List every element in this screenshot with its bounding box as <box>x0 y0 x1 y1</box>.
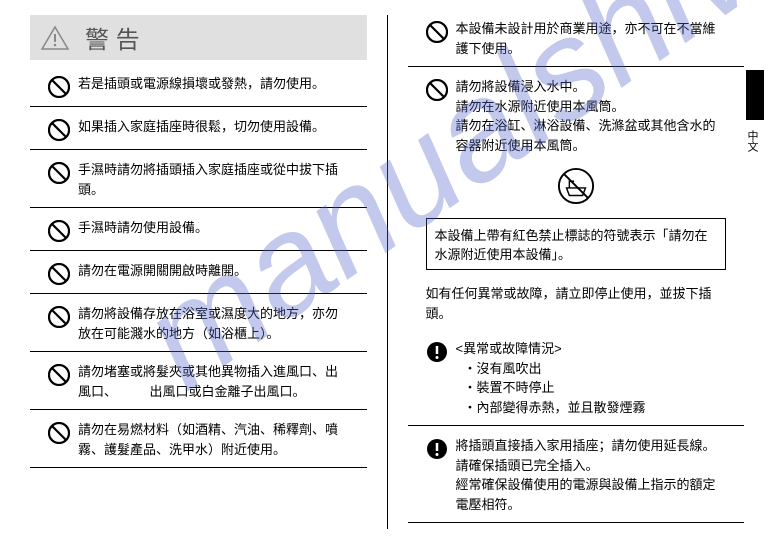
item-text: <異常或故障情況> 沒有風吹出裝置不時停止內部變得赤熱，並且散發煙霧 <box>456 339 727 417</box>
prohibit-icon <box>48 119 70 141</box>
warning-item: 將插頭直接插入家用插座；請勿使用延長線。請確保插頭已完全插入。經常確保設備使用的… <box>408 432 745 523</box>
instruction-line: 請確保插頭已完全插入。 <box>456 456 727 476</box>
warning-item: 如果插入家庭插座時很鬆，切勿使用設備。 <box>30 113 367 150</box>
instruction-line: 經常確保設備使用的電源與設備上指示的額定電壓相符。 <box>456 475 727 514</box>
item-text: 將插頭直接插入家用插座；請勿使用延長線。請確保插頭已完全插入。經常確保設備使用的… <box>456 436 727 514</box>
warning-title: 警 告 <box>85 20 140 55</box>
boxed-notice: 本設備上帶有紅色禁止標誌的符號表示「請勿在水源附近使用本設備」。 <box>426 218 727 270</box>
warning-item: 請勿將設備存放在浴室或濕度大的地方，亦勿放在可能濺水的地方（如浴櫃上）。 <box>30 300 367 352</box>
prohibit-icon <box>48 76 70 98</box>
item-text: 請勿在易燃材料（如酒精、汽油、稀釋劑、噴霧、護髮產品、洗甲水）附近使用。 <box>78 420 349 459</box>
item-text: 請勿將設備浸入水中。請勿在水源附近使用本風筒。請勿在浴缸、淋浴設備、洗滌盆或其他… <box>456 77 727 155</box>
warning-item: 本設備未設計用於商業用途，亦不可在不當維護下使用。 <box>408 15 745 67</box>
no-bath-icon <box>557 167 595 205</box>
item-text: 如果插入家庭插座時很鬆，切勿使用設備。 <box>78 117 349 137</box>
item-text: 請勿堵塞或將髮夾或其他異物插入進風口、出風口、 出風口或白金離子出風口。 <box>78 362 349 401</box>
sublist-item: 內部變得赤熱，並且散發煙霧 <box>464 398 727 418</box>
item-text: 請勿在電源開關開啟時離開。 <box>78 261 349 281</box>
instruction-text: 如有任何異常或故障，請立即停止使用，並拔下插頭。 <box>408 280 745 327</box>
page-content: 警 告 若是插頭或電源線損壞或發熱，請勿使用。如果插入家庭插座時很鬆，切勿使用設… <box>0 0 774 544</box>
warning-triangle-icon <box>40 25 70 51</box>
left-column: 警 告 若是插頭或電源線損壞或發熱，請勿使用。如果插入家庭插座時很鬆，切勿使用設… <box>30 15 367 529</box>
abnormal-heading: <異常或故障情況> <box>456 339 727 359</box>
prohibit-icon <box>426 21 448 43</box>
item-text: 手濕時請勿將插頭插入家庭插座或從中拔下插頭。 <box>78 160 349 199</box>
side-language-label: 中文 <box>744 130 760 152</box>
warning-item: 若是插頭或電源線損壞或發熱，請勿使用。 <box>30 70 367 107</box>
warning-item: 請勿在電源開關開啟時離開。 <box>30 257 367 294</box>
item-text: 手濕時請勿使用設備。 <box>78 218 349 238</box>
sublist-item: 沒有風吹出 <box>464 359 727 379</box>
warning-item: <異常或故障情況> 沒有風吹出裝置不時停止內部變得赤熱，並且散發煙霧 <box>408 335 745 426</box>
prohibit-icon <box>48 162 70 184</box>
prohibit-icon <box>426 79 448 101</box>
sublist-item: 裝置不時停止 <box>464 378 727 398</box>
item-text: 本設備未設計用於商業用途，亦不可在不當維護下使用。 <box>456 19 727 58</box>
right-column: 本設備未設計用於商業用途，亦不可在不當維護下使用。請勿將設備浸入水中。請勿在水源… <box>408 15 745 529</box>
warning-item: 手濕時請勿使用設備。 <box>30 214 367 251</box>
item-text: 請勿將設備存放在浴室或濕度大的地方，亦勿放在可能濺水的地方（如浴櫃上）。 <box>78 304 349 343</box>
prohibit-icon <box>48 220 70 242</box>
prohibit-icon <box>48 263 70 285</box>
instruction-line: 將插頭直接插入家用插座；請勿使用延長線。 <box>456 436 727 456</box>
prohibit-icon <box>48 422 70 444</box>
warning-item: 手濕時請勿將插頭插入家庭插座或從中拔下插頭。 <box>30 156 367 208</box>
side-tab <box>746 70 764 120</box>
column-divider <box>387 15 388 529</box>
prohibit-icon <box>48 306 70 328</box>
warning-header: 警 告 <box>30 15 367 60</box>
warning-item: 請勿將設備浸入水中。請勿在水源附近使用本風筒。請勿在浴缸、淋浴設備、洗滌盆或其他… <box>408 73 745 159</box>
warning-item: 請勿堵塞或將髮夾或其他異物插入進風口、出風口、 出風口或白金離子出風口。 <box>30 358 367 410</box>
prohibit-icon <box>48 364 70 386</box>
warning-item: 請勿在易燃材料（如酒精、汽油、稀釋劑、噴霧、護髮產品、洗甲水）附近使用。 <box>30 416 367 468</box>
item-text: 若是插頭或電源線損壞或發熱，請勿使用。 <box>78 74 349 94</box>
exclamation-icon <box>426 438 448 460</box>
exclamation-icon <box>426 341 448 363</box>
